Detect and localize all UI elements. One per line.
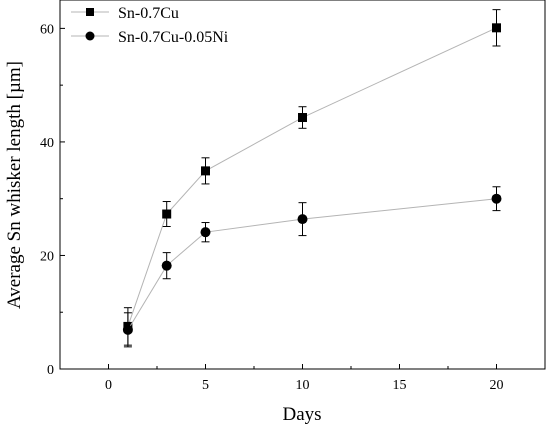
data-point-square: [298, 113, 307, 123]
x-tick-label: 5: [202, 378, 209, 393]
x-tick-label: 15: [393, 378, 407, 393]
series-sn-0-7cu-0-05ni: [122, 186, 502, 348]
series-sn-0-7cu: [123, 9, 501, 346]
series-layer: [122, 9, 502, 348]
data-point-circle: [200, 227, 211, 238]
data-point-circle: [297, 214, 308, 225]
data-point-square: [492, 23, 501, 33]
data-point-circle: [161, 260, 172, 271]
x-tick-label: 20: [490, 378, 504, 393]
legend-marker-circle: [85, 31, 95, 41]
data-point-circle: [491, 193, 502, 204]
x-axis-title: Days: [282, 404, 321, 425]
legend-label-sn-0-7cu: Sn-0.7Cu: [118, 5, 179, 22]
y-axis-ticks: 0 20 40 60: [40, 22, 65, 378]
y-tick-label: 40: [40, 136, 54, 151]
y-tick-label: 60: [40, 22, 54, 37]
x-tick-label: 10: [296, 378, 310, 393]
y-tick-label: 20: [40, 249, 54, 264]
data-point-circle: [122, 324, 133, 335]
y-axis-title: Average Sn whisker length [µm]: [4, 61, 25, 309]
series-line: [127, 198, 497, 331]
series-line: [127, 27, 497, 327]
legend: Sn-0.7Cu Sn-0.7Cu-0.05Ni: [71, 5, 229, 46]
x-tick-label: 0: [105, 378, 112, 393]
legend-marker-square: [86, 8, 94, 16]
data-point-square: [162, 209, 172, 219]
y-tick-label: 0: [47, 363, 54, 378]
data-point-square: [201, 166, 210, 176]
legend-label-sn-0-7cu-0-05ni: Sn-0.7Cu-0.05Ni: [118, 29, 229, 46]
x-axis-ticks: 0 5 10 15 20: [105, 364, 504, 393]
